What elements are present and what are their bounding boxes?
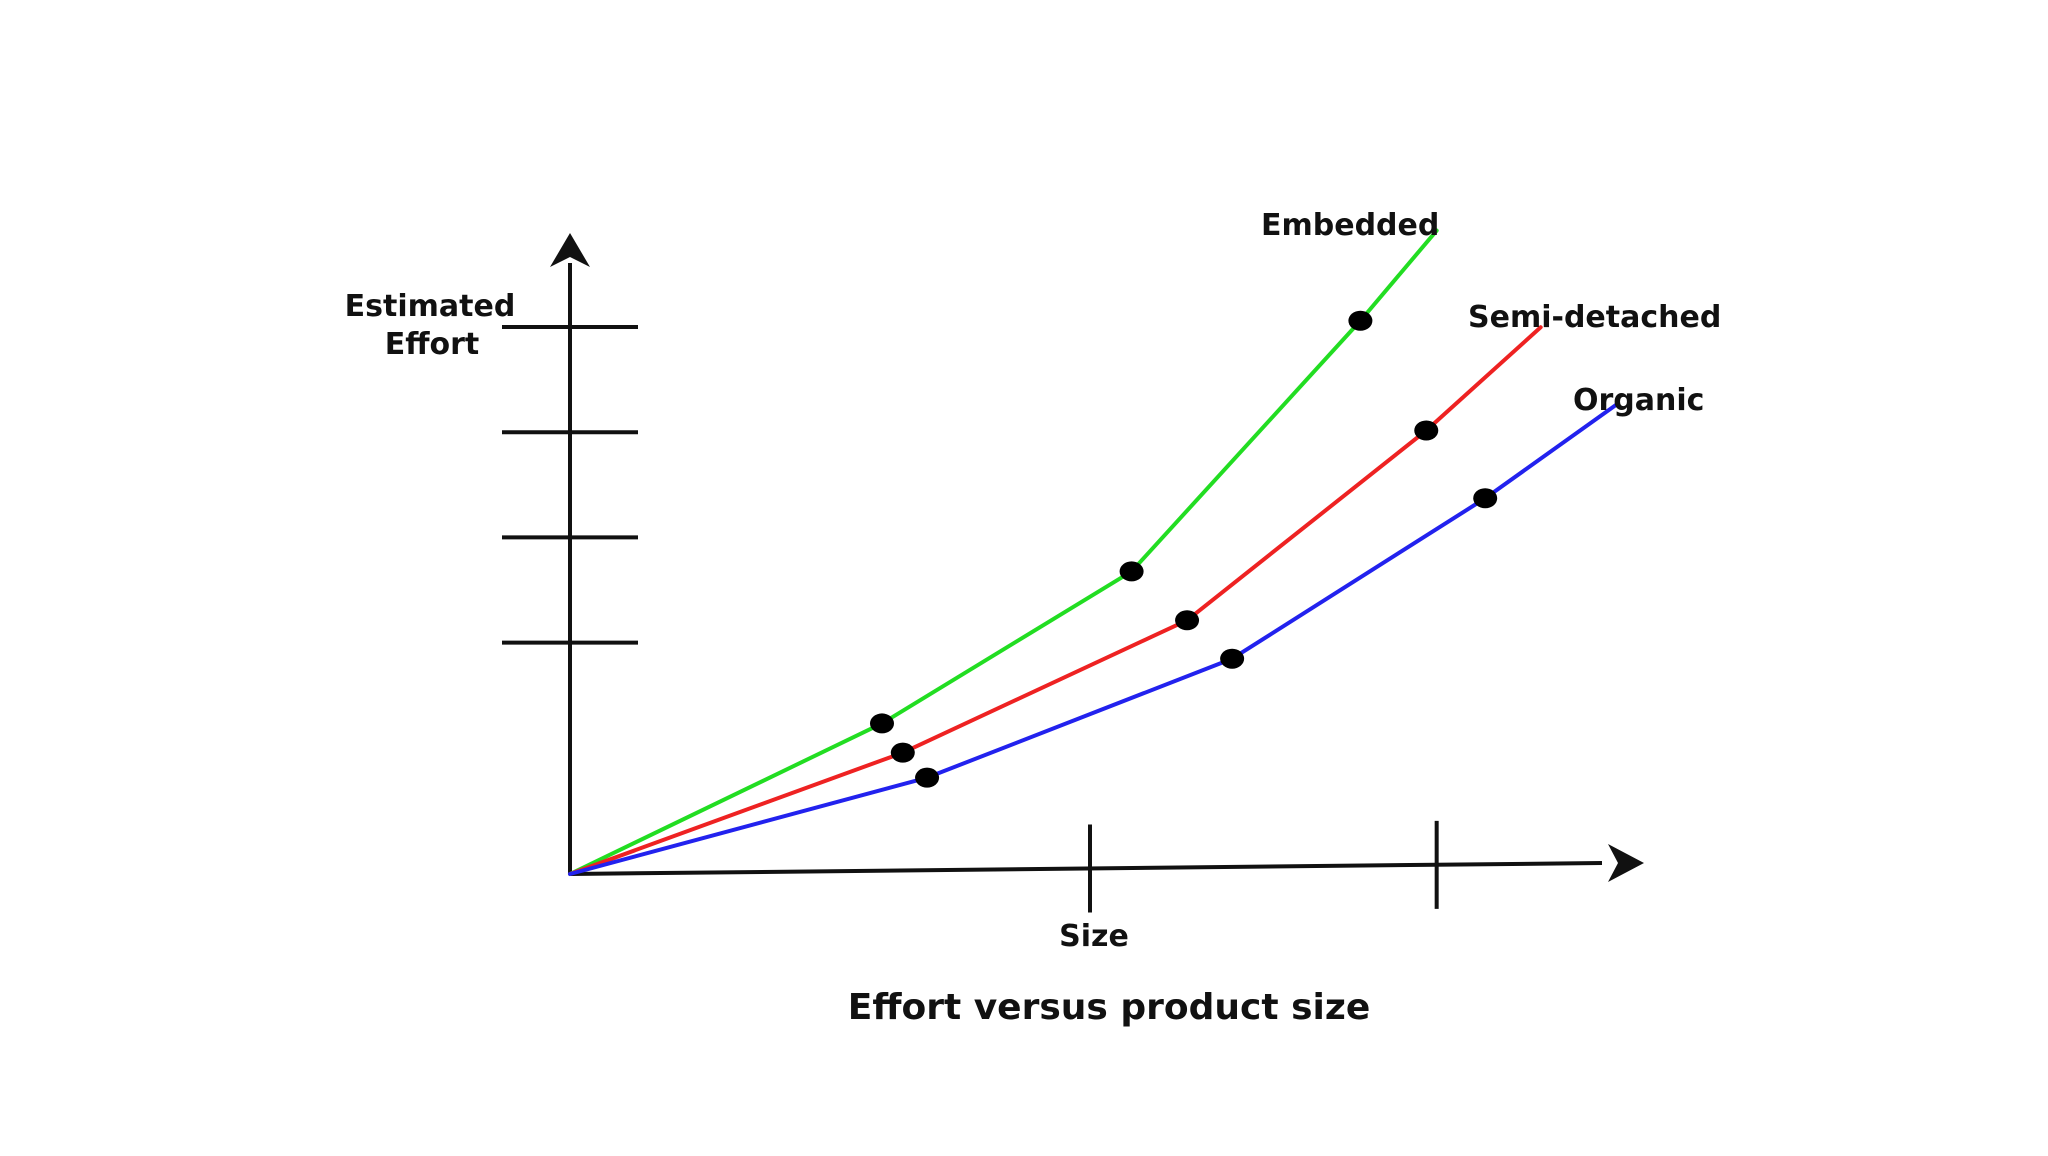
- x-axis-label: Size: [1059, 919, 1129, 954]
- x-axis-line: [569, 861, 1603, 876]
- axes-layer: [502, 233, 1644, 913]
- series-line-organic: [568, 402, 1619, 876]
- series-label-organic: Organic: [1573, 383, 1704, 418]
- series-line-semi-detached: [568, 325, 1543, 876]
- series-layer: [568, 228, 1619, 876]
- marker-organic-9: [1473, 488, 1498, 509]
- y-axis-label-line-2: Effort: [385, 327, 480, 362]
- y-axis-label-line-1: Estimated: [345, 289, 516, 324]
- series-label-semi-detached: Semi-detached: [1468, 300, 1721, 335]
- marker-semi-detached-5: [1175, 610, 1200, 631]
- chart-title: Effort versus product size: [848, 987, 1371, 1028]
- marker-embedded-1: [870, 713, 894, 734]
- marker-semi-detached-4: [890, 742, 915, 763]
- marker-layer: [870, 310, 1498, 788]
- series-label-embedded: Embedded: [1261, 208, 1439, 243]
- marker-organic-8: [1220, 648, 1245, 669]
- label-layer: Estimated Effort Size Effort versus prod…: [345, 208, 1722, 1028]
- marker-semi-detached-6: [1414, 420, 1439, 441]
- marker-embedded-2: [1119, 561, 1144, 582]
- y-axis-arrowhead: [550, 233, 590, 267]
- x-axis-arrowhead: [1608, 844, 1644, 882]
- marker-embedded-3: [1348, 310, 1373, 331]
- marker-organic-7: [915, 767, 940, 788]
- series-line-embedded: [568, 228, 1439, 876]
